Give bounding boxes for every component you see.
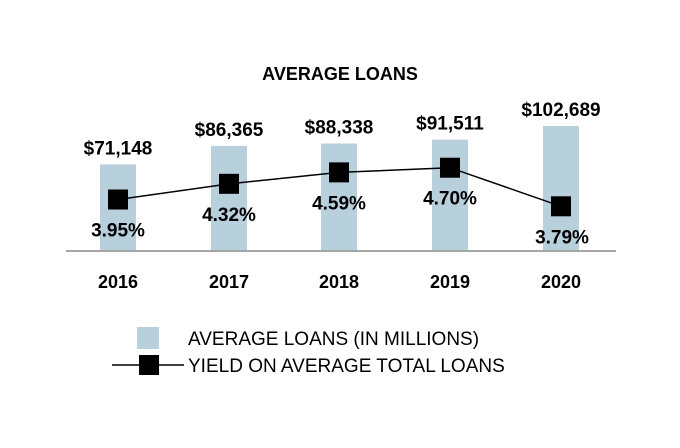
category-label-2017: 2017 [209,272,249,292]
category-label-2020: 2020 [541,272,581,292]
bar-value-label-2019: $91,511 [416,114,484,135]
legend-bar-swatch [137,327,159,349]
category-label-2018: 2018 [319,272,359,292]
bar-value-label-2018: $88,338 [305,117,374,138]
category-label-2019: 2019 [430,272,470,292]
legend-line-marker [139,355,159,375]
labels-layer: $71,148 2016 $86,365 2017 $88,338 2018 $91,511… [84,100,601,292]
yield-marker-2019 [440,157,460,178]
yield-value-label-2018: 4.59% [312,193,366,214]
bars-layer [100,126,579,251]
legend-line-label: YIELD ON AVERAGE TOTAL LOANS [188,356,505,377]
yield-marker-2016 [108,189,128,210]
bar-2018 [321,143,357,251]
chart-title: AVERAGE LOANS [262,64,418,84]
bar-value-label-2016: $71,148 [84,138,153,159]
legend-bar-label: AVERAGE LOANS (IN MILLIONS) [188,329,479,350]
yield-marker-2020 [551,196,571,217]
category-label-2016: 2016 [98,272,138,292]
yield-marker-2018 [329,162,349,183]
yield-value-label-2017: 4.32% [202,205,256,226]
yield-value-label-2020: 3.79% [535,227,589,248]
bar-value-label-2017: $86,365 [195,120,264,141]
bar-2017 [211,145,247,251]
yield-value-label-2016: 3.95% [91,221,145,242]
legend: AVERAGE LOANS (IN MILLIONS) YIELD ON AVE… [112,327,505,377]
yield-value-label-2019: 4.70% [423,189,477,210]
line-layer [108,157,571,217]
bar-value-label-2020: $102,689 [521,100,600,121]
bar-2020 [543,126,579,251]
yield-marker-2017 [219,173,239,194]
